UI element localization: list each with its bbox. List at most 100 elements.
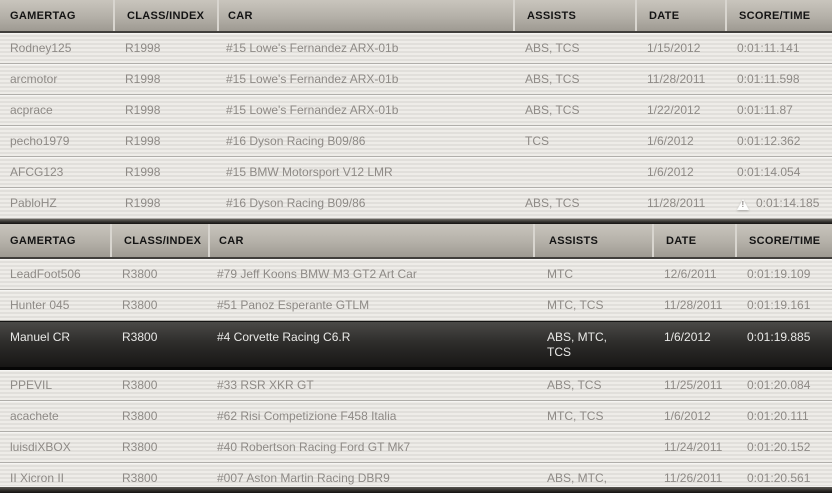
score-time-cell: 0:01:19.109 bbox=[747, 267, 811, 281]
date-cell: 11/28/2011 bbox=[647, 72, 706, 86]
column-header-car: CAR bbox=[217, 0, 513, 31]
gamertag-cell: arcmotor bbox=[10, 72, 58, 86]
date-cell: 1/6/2012 bbox=[647, 134, 694, 148]
date-cell: 1/6/2012 bbox=[664, 409, 711, 423]
car-cell: #33 RSR XKR GT bbox=[217, 378, 314, 392]
car-cell: #15 Lowe's Fernandez ARX-01b bbox=[226, 41, 399, 55]
table-bottom-edge bbox=[0, 487, 832, 493]
leaderboard-row[interactable]: LeadFoot506 R3800 #79 Jeff Koons BMW M3 GT… bbox=[0, 259, 832, 290]
car-cell: #15 Lowe's Fernandez ARX-01b bbox=[226, 72, 399, 86]
leaderboard-row[interactable]: pecho1979 R1998 #16 Dyson Racing B09/86 TCS… bbox=[0, 126, 832, 157]
leaderboard-row[interactable]: acachete R3800 #62 Risi Competizione F458 … bbox=[0, 401, 832, 432]
assists-cell: ABS, TCS bbox=[525, 103, 580, 117]
score-time-value: 0:01:14.185 bbox=[756, 196, 820, 210]
assists-cell bbox=[513, 157, 635, 187]
class-index-cell: R3800 bbox=[122, 298, 158, 312]
assists-cell: ABS, TCS bbox=[525, 41, 580, 55]
score-time-cell: 0:01:20.111 bbox=[747, 409, 809, 423]
assists-cell: ABS, TCS bbox=[525, 72, 580, 86]
class-index-cell: R3800 bbox=[122, 378, 158, 392]
leaderboard-row-selected[interactable]: Manuel CR R3800 #4 Corvette Racing C6.R ABS… bbox=[0, 321, 832, 370]
score-time-cell: 0:01:11.141 bbox=[737, 41, 800, 55]
date-cell: 12/6/2011 bbox=[664, 267, 717, 281]
leaderboard-row[interactable]: PabloHZ R1998 #16 Dyson Racing B09/86 ABS, … bbox=[0, 188, 832, 219]
assists-cell: TCS bbox=[525, 134, 549, 148]
car-cell: #62 Risi Competizione F458 Italia bbox=[217, 409, 397, 423]
score-time-cell: 0:01:19.885 bbox=[747, 330, 811, 344]
column-header-class-index: CLASS/INDEX bbox=[110, 224, 208, 257]
date-cell: 11/28/2011 bbox=[647, 196, 706, 210]
column-header-gamertag: GAMERTAG bbox=[10, 234, 76, 247]
class-index-cell: R1998 bbox=[125, 41, 161, 55]
car-cell: #15 Lowe's Fernandez ARX-01b bbox=[226, 103, 399, 117]
car-cell: #007 Aston Martin Racing DBR9 bbox=[217, 471, 390, 485]
table-divider-band bbox=[0, 219, 832, 224]
class-index-cell: R3800 bbox=[122, 440, 158, 454]
column-header-assists: ASSISTS bbox=[533, 224, 652, 257]
assists-cell: ABS, TCS bbox=[547, 378, 602, 392]
score-time-cell: 0:01:20.084 bbox=[747, 378, 811, 392]
column-header-assists: ASSISTS bbox=[513, 0, 635, 31]
gamertag-cell: LeadFoot506 bbox=[10, 267, 81, 281]
car-cell: #79 Jeff Koons BMW M3 GT2 Art Car bbox=[217, 267, 417, 281]
table-header-row: GAMERTAG CLASS/INDEX CAR ASSISTS DATE SCORE/T… bbox=[0, 224, 832, 259]
gamertag-cell: acprace bbox=[10, 103, 53, 117]
gamertag-cell: PabloHZ bbox=[10, 196, 57, 210]
column-header-class-index: CLASS/INDEX bbox=[113, 0, 217, 31]
gamertag-cell: Manuel CR bbox=[10, 330, 71, 344]
gamertag-cell: PPEVIL bbox=[10, 378, 53, 392]
column-header-car: CAR bbox=[208, 224, 533, 257]
leaderboard-row[interactable]: acprace R1998 #15 Lowe's Fernandez ARX-01b… bbox=[0, 95, 832, 126]
car-cell: #40 Robertson Racing Ford GT Mk7 bbox=[217, 440, 411, 454]
class-index-cell: R3800 bbox=[122, 330, 158, 344]
gamertag-cell: acachete bbox=[10, 409, 59, 423]
score-time-cell: 0:01:14.054 bbox=[737, 165, 801, 179]
class-index-cell: R1998 bbox=[125, 134, 161, 148]
class-index-cell: R1998 bbox=[125, 103, 161, 117]
gamertag-cell: II Xicron II bbox=[10, 471, 65, 485]
assists-cell: ABS, MTC, TCS bbox=[547, 330, 608, 359]
car-cell: #4 Corvette Racing C6.R bbox=[217, 330, 351, 344]
assists-cell bbox=[533, 432, 652, 462]
leaderboard-row[interactable]: AFCG123 R1998 #15 BMW Motorsport V12 LMR 1/… bbox=[0, 157, 832, 188]
column-header-gamertag: GAMERTAG bbox=[10, 9, 76, 22]
gamertag-cell: Rodney125 bbox=[10, 41, 72, 55]
date-cell: 1/6/2012 bbox=[664, 330, 711, 344]
score-time-cell: 0:01:20.561 bbox=[747, 471, 811, 485]
leaderboard-row[interactable]: Rodney125 R1998 #15 Lowe's Fernandez ARX-0… bbox=[0, 33, 832, 64]
leaderboard-row[interactable]: arcmotor R1998 #15 Lowe's Fernandez ARX-01… bbox=[0, 64, 832, 95]
assists-cell: MTC, TCS bbox=[547, 409, 604, 423]
assists-cell: MTC bbox=[547, 267, 573, 281]
warning-icon bbox=[737, 198, 749, 210]
date-cell: 11/26/2011 bbox=[664, 471, 723, 485]
column-header-date: DATE bbox=[635, 0, 725, 31]
date-cell: 1/15/2012 bbox=[647, 41, 701, 55]
leaderboard-row[interactable]: luisdiXBOX R3800 #40 Robertson Racing Ford… bbox=[0, 432, 832, 463]
column-header-date: DATE bbox=[652, 224, 735, 257]
leaderboard-table-r3800: GAMERTAG CLASS/INDEX CAR ASSISTS DATE SCORE/T… bbox=[0, 224, 832, 493]
leaderboard-row[interactable]: PPEVIL R3800 #33 RSR XKR GT ABS, TCS 11/25/2… bbox=[0, 370, 832, 401]
gamertag-cell: pecho1979 bbox=[10, 134, 70, 148]
class-index-cell: R3800 bbox=[122, 409, 158, 423]
score-time-cell: 0:01:11.598 bbox=[737, 72, 800, 86]
class-index-cell: R3800 bbox=[122, 267, 158, 281]
class-index-cell: R1998 bbox=[125, 165, 161, 179]
date-cell: 1/22/2012 bbox=[647, 103, 701, 117]
column-header-score-time: SCORE/TIME bbox=[725, 0, 832, 31]
assists-cell: ABS, TCS bbox=[525, 196, 580, 210]
leaderboard-row[interactable]: Hunter 045 R3800 #51 Panoz Esperante GTLM M… bbox=[0, 290, 832, 321]
date-cell: 11/24/2011 bbox=[664, 440, 723, 454]
score-time-cell: 0:01:14.185 bbox=[725, 188, 832, 218]
date-cell: 11/25/2011 bbox=[664, 378, 723, 392]
car-cell: #15 BMW Motorsport V12 LMR bbox=[226, 165, 393, 179]
gamertag-cell: Hunter 045 bbox=[10, 298, 70, 312]
leaderboard-table-r1998: GAMERTAG CLASS/INDEX CAR ASSISTS DATE SCORE/T… bbox=[0, 0, 832, 219]
class-index-cell: R3800 bbox=[122, 471, 158, 485]
table-header-row: GAMERTAG CLASS/INDEX CAR ASSISTS DATE SCORE/T… bbox=[0, 0, 832, 33]
score-time-cell: 0:01:12.362 bbox=[737, 134, 801, 148]
score-time-cell: 0:01:20.152 bbox=[747, 440, 811, 454]
score-time-cell: 0:01:19.161 bbox=[747, 298, 811, 312]
car-cell: #51 Panoz Esperante GTLM bbox=[217, 298, 370, 312]
assists-cell: MTC, TCS bbox=[547, 298, 604, 312]
